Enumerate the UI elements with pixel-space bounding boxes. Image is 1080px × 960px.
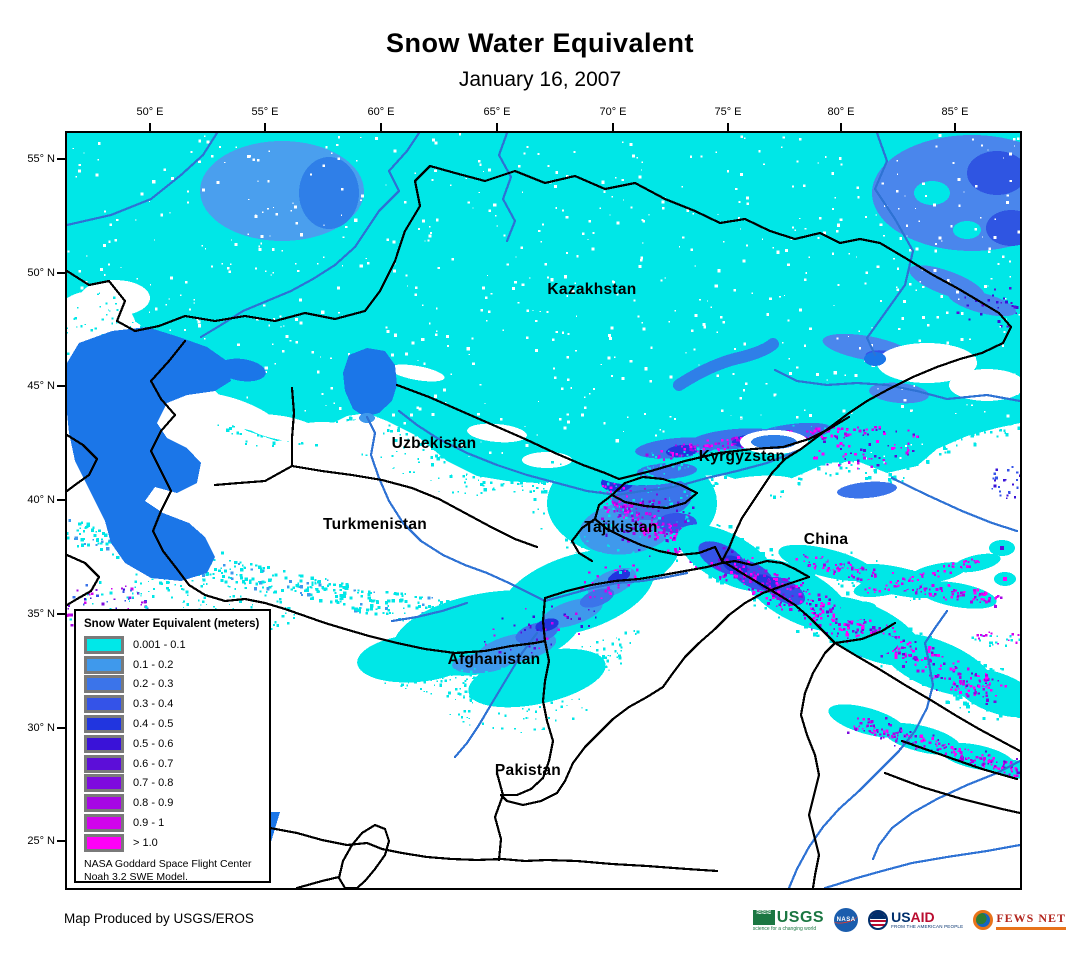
legend-swatch-8	[84, 794, 124, 813]
lon-tick-0	[149, 123, 151, 131]
usaid-aid-text: AID	[910, 909, 935, 926]
country-label-afghanistan: Afghanistan	[447, 651, 541, 668]
legend-row-4: 0.4 - 0.5	[84, 714, 261, 734]
fewsnet-logo: FEWS NET	[973, 910, 1066, 930]
map-canvas	[67, 133, 1020, 888]
lat-tick-5	[57, 727, 65, 729]
legend-row-2: 0.2 - 0.3	[84, 675, 261, 695]
legend-label-9: 0.9 - 1	[133, 817, 165, 830]
usaid-seal-icon	[868, 910, 889, 930]
legend-row-9: 0.9 - 1	[84, 813, 261, 833]
lon-tick-2	[380, 123, 382, 131]
usaid-logo: USAID FROM THE AMERICAN PEOPLE	[868, 910, 963, 930]
legend-row-6: 0.6 - 0.7	[84, 754, 261, 774]
legend-note-line1: NASA Goddard Space Flight Center	[84, 857, 252, 870]
lon-label-0: 50° E	[136, 106, 164, 118]
lon-label-4: 70° E	[599, 106, 627, 118]
page-title: Snow Water Equivalent	[385, 28, 695, 58]
lat-label-0: 55° N	[27, 153, 55, 165]
legend-title: Snow Water Equivalent (meters)	[84, 618, 260, 630]
legend-row-10: > 1.0	[84, 833, 261, 853]
country-label-uzbekistan: Uzbekistan	[391, 435, 477, 452]
lon-label-7: 85° E	[941, 106, 969, 118]
lon-label-3: 65° E	[483, 106, 511, 118]
legend-row-0: 0.001 - 0.1	[84, 635, 261, 655]
legend-swatch-7	[84, 774, 124, 793]
lat-label-6: 25° N	[27, 835, 55, 847]
legend-box: Snow Water Equivalent (meters) 0.001 - 0…	[74, 609, 271, 883]
lat-label-2: 45° N	[27, 380, 55, 392]
lon-tick-7	[954, 123, 956, 131]
lon-label-5: 75° E	[714, 106, 742, 118]
legend-rows: 0.001 - 0.1 0.1 - 0.2 0.2 - 0.3 0.3 - 0.4 0.…	[84, 635, 261, 853]
usaid-tagline: FROM THE AMERICAN PEOPLE	[891, 924, 964, 930]
legend-swatch-3	[84, 695, 124, 714]
legend-note-line2: Noah 3.2 SWE Model.	[84, 871, 188, 884]
legend-label-7: 0.7 - 0.8	[133, 777, 174, 790]
nasa-wordmark: NASA	[836, 917, 856, 923]
nasa-logo: NASA	[834, 908, 859, 932]
country-label-kazakhstan: Kazakhstan	[547, 281, 637, 298]
lat-label-4: 35° N	[27, 608, 55, 620]
legend-label-2: 0.2 - 0.3	[133, 678, 174, 691]
legend-label-0: 0.001 - 0.1	[133, 638, 186, 651]
country-label-tajikistan: Tajikistan	[584, 519, 658, 536]
fewsnet-globe-icon	[973, 910, 994, 930]
lat-label-1: 50° N	[27, 267, 55, 279]
legend-swatch-5	[84, 734, 124, 753]
country-label-kyrgyzstan: Kyrgyzstan	[698, 448, 786, 465]
fewsnet-bar	[996, 926, 1066, 930]
lon-label-2: 60° E	[367, 106, 395, 118]
country-label-pakistan: Pakistan	[494, 762, 562, 779]
legend-note: NASA Goddard Space Flight Center Noah 3.…	[84, 858, 261, 885]
lon-tick-4	[612, 123, 614, 131]
legend-swatch-2	[84, 675, 124, 694]
page-subtitle: January 16, 2007	[458, 68, 622, 91]
legend-label-8: 0.8 - 0.9	[133, 797, 174, 810]
legend-label-3: 0.3 - 0.4	[133, 698, 174, 711]
legend-row-3: 0.3 - 0.4	[84, 694, 261, 714]
legend-row-5: 0.5 - 0.6	[84, 734, 261, 754]
usaid-us-text: US	[891, 909, 911, 926]
lon-tick-6	[840, 123, 842, 131]
usgs-tagline: science for a changing world	[752, 925, 817, 932]
usgs-wordmark: USGS	[776, 908, 825, 926]
lat-tick-3	[57, 499, 65, 501]
legend-label-6: 0.6 - 0.7	[133, 757, 174, 770]
legend-swatch-9	[84, 814, 124, 833]
lon-tick-1	[264, 123, 266, 131]
lat-tick-2	[57, 385, 65, 387]
legend-swatch-6	[84, 754, 124, 773]
legend-swatch-0	[84, 635, 124, 654]
usgs-logo: ≈≈≈ USGS science for a changing world	[752, 908, 825, 932]
legend-row-8: 0.8 - 0.9	[84, 793, 261, 813]
map-frame: 50° E 55° E 60° E 65° E 70° E 75° E 80° E 85° E…	[27, 106, 1022, 890]
legend-row-7: 0.7 - 0.8	[84, 774, 261, 794]
credit-text: Map Produced by USGS/EROS	[64, 911, 254, 926]
lon-label-1: 55° E	[251, 106, 279, 118]
lat-label-5: 30° N	[27, 722, 55, 734]
lon-tick-3	[496, 123, 498, 131]
country-label-turkmenistan: Turkmenistan	[322, 516, 428, 533]
legend-swatch-10	[84, 833, 124, 852]
legend-label-4: 0.4 - 0.5	[133, 718, 174, 731]
lat-tick-1	[57, 272, 65, 274]
lon-tick-5	[727, 123, 729, 131]
usgs-wave-icon: ≈≈≈	[752, 910, 775, 925]
legend-label-5: 0.5 - 0.6	[133, 737, 174, 750]
logo-strip: ≈≈≈ USGS science for a changing world NA…	[752, 903, 1066, 937]
legend-swatch-1	[84, 655, 124, 674]
lat-tick-4	[57, 613, 65, 615]
legend-swatch-4	[84, 715, 124, 734]
country-label-china: China	[803, 531, 849, 548]
lon-label-6: 80° E	[827, 106, 855, 118]
legend-label-10: > 1.0	[133, 836, 158, 849]
fewsnet-wordmark: FEWS NET	[996, 910, 1066, 925]
lat-label-3: 40° N	[27, 494, 55, 506]
legend-row-1: 0.1 - 0.2	[84, 655, 261, 675]
legend-label-1: 0.1 - 0.2	[133, 658, 174, 671]
lat-tick-6	[57, 840, 65, 842]
lat-tick-0	[57, 158, 65, 160]
